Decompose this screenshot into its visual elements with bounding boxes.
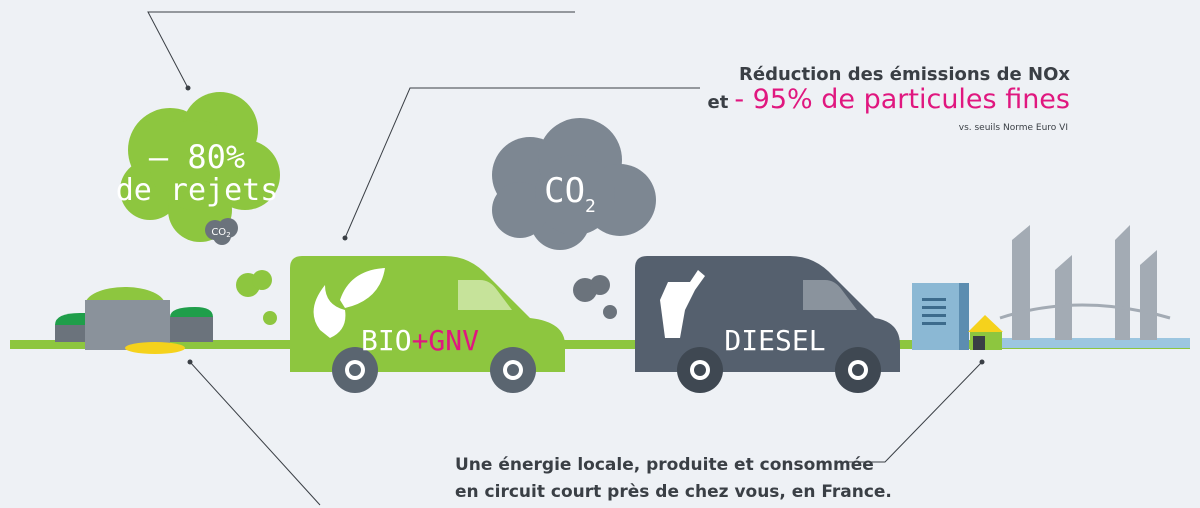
ground xyxy=(10,340,1190,349)
grey-puffs xyxy=(573,275,617,319)
grey-cloud xyxy=(492,118,656,250)
gas: CO xyxy=(544,171,585,211)
nox-line2: et - 95% de particules fines xyxy=(708,84,1070,115)
nox-line1: Réduction des émissions de NOx xyxy=(739,64,1070,85)
prefix: et xyxy=(708,92,729,113)
gas: CO xyxy=(211,227,226,238)
reduction-value: – 80% xyxy=(149,138,245,176)
pointer xyxy=(147,11,575,89)
local-line1: Une énergie locale, produite et consommé… xyxy=(455,455,874,475)
diesel-van-label: DIESEL xyxy=(724,324,825,357)
diesel-van xyxy=(635,256,900,393)
small-co2: CO2 xyxy=(211,227,230,239)
bio-van-label: BIO+GNV xyxy=(361,324,479,357)
city xyxy=(912,225,1190,350)
highlight: - 95% de particules fines xyxy=(734,84,1070,115)
pointer-dots xyxy=(185,85,985,365)
subscript: 2 xyxy=(226,231,230,239)
reduction-label: de rejets xyxy=(116,173,279,208)
brand: BIO xyxy=(361,324,412,357)
biogas-plant xyxy=(55,287,213,354)
small-co2-cloud xyxy=(205,218,238,245)
nox-note: vs. seuils Norme Euro VI xyxy=(959,123,1068,133)
co2-cloud: CO2 xyxy=(544,171,596,217)
green-cloud xyxy=(120,92,280,242)
accent: +GNV xyxy=(412,324,480,357)
subscript: 2 xyxy=(585,196,596,217)
local-line2: en circuit court près de chez vous, en F… xyxy=(455,482,892,502)
bio-van xyxy=(290,256,565,393)
green-puffs xyxy=(236,270,277,325)
pointer xyxy=(344,87,700,239)
pointer xyxy=(189,361,321,506)
pointers xyxy=(147,11,983,506)
pointer xyxy=(843,361,983,463)
